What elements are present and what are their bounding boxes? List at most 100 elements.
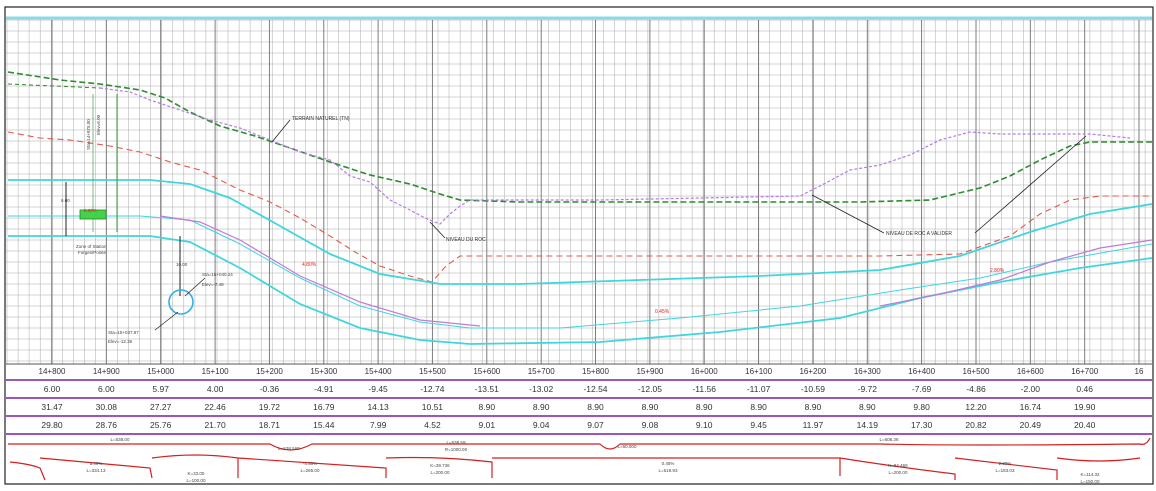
curve-bottom-label: K=114.32 <box>1080 472 1100 477</box>
band-value: -11.56 <box>692 384 716 394</box>
grade-label-3: 2.80% <box>990 268 1005 274</box>
curve-bottom-label: L=334.13 <box>87 468 106 473</box>
rock-old-line <box>7 131 1152 283</box>
band-value: -9.72 <box>858 384 878 394</box>
elev-vertical-label: Elev=6.00 <box>96 114 101 135</box>
elev-a-label: Elev=-7.48 <box>202 282 224 287</box>
green-box <box>79 209 107 220</box>
station-label: 16+100 <box>745 367 772 376</box>
band-value: 16.79 <box>313 402 335 412</box>
station-label: 15+800 <box>582 367 609 376</box>
band-value: 9.04 <box>533 420 550 430</box>
profile-purple-line <box>159 215 1153 327</box>
drawing-frame <box>4 6 1154 485</box>
curve-bottom-label: K=84.468 <box>888 463 908 468</box>
band-value: 8.90 <box>696 402 713 412</box>
dimension-left-label: 6.00 <box>61 198 70 203</box>
elev-b-label: Elev=-12.36 <box>108 339 133 344</box>
rock-validate-leader-1 <box>811 194 885 234</box>
band-value: -0.36 <box>260 384 280 394</box>
band-value: 17.30 <box>911 420 933 430</box>
curve-top-label: L=538.00 <box>111 437 130 442</box>
band-value: -7.69 <box>912 384 932 394</box>
curve-top-label: L=538.59 <box>447 440 466 445</box>
station-label: 15+600 <box>473 367 500 376</box>
curve-top-label: L=538.560 <box>278 446 300 451</box>
curve-bottom-label: L=150.00 <box>1081 479 1100 484</box>
band-value: 8.90 <box>533 402 550 412</box>
band-value: 9.45 <box>750 420 767 430</box>
band-value: 11.97 <box>803 420 824 430</box>
band-value: 15.44 <box>313 420 335 430</box>
curve-bottom-label: K=39.736 <box>430 463 450 468</box>
curve-bottom-label: 5.00% <box>90 461 103 466</box>
rock-label: NIVEAU DU ROC <box>446 237 486 243</box>
cut-fill-row: 6.00 6.00 5.97 4.00 -0.36 -4.91 -9.45 -12.74 -13… <box>44 384 1094 394</box>
band-value: -13.51 <box>475 384 499 394</box>
station-axis: 14+800 14+900 15+000 15+100 15+200 15+300 15+4… <box>39 367 1144 376</box>
band-value: 28.76 <box>96 420 118 430</box>
band-value: 0.46 <box>1076 384 1093 394</box>
station-label: 16+300 <box>854 367 881 376</box>
band-value: 27.27 <box>150 402 172 412</box>
band-value: 9.10 <box>696 420 713 430</box>
terrain-leader <box>271 119 291 143</box>
sta-vertical-label: Sta=14+875.00 <box>86 119 91 150</box>
horizontal-curve-line <box>8 437 1151 451</box>
band-value: 18.71 <box>259 420 281 430</box>
band-value: 4.00 <box>207 384 224 394</box>
terrain-label: TERRAIN NATUREL (TN) <box>292 116 350 122</box>
curve-top-label: L=608.36 <box>880 437 899 442</box>
marker-circle <box>168 289 194 315</box>
band-value: 8.90 <box>750 402 767 412</box>
station-label: 16+500 <box>963 367 990 376</box>
curve-top-label: L=60.000 <box>618 444 637 449</box>
band-value: 21.70 <box>204 420 226 430</box>
band-value: 8.90 <box>642 402 659 412</box>
road-line-middle <box>8 215 1153 329</box>
curve-bottom-label: K=33.00 <box>188 471 205 476</box>
callout-leader-b <box>154 311 179 331</box>
road-line-upper <box>8 179 1153 285</box>
band-value: 9.08 <box>642 420 659 430</box>
sta-b-label: Sta=15+037.87 <box>108 330 139 335</box>
band-value: 29.80 <box>41 420 63 430</box>
station-label: 16 <box>1135 367 1144 376</box>
band-value: 14.13 <box>367 402 389 412</box>
station-label: 15+900 <box>636 367 663 376</box>
station-label: 15+100 <box>202 367 229 376</box>
band-value: -9.45 <box>368 384 388 394</box>
band-value: 4.52 <box>424 420 441 430</box>
design-elevation-row: 31.47 30.08 27.27 22.46 19.72 16.79 14.13 10.51… <box>41 402 1095 412</box>
band-value: 8.90 <box>587 402 604 412</box>
band-value: 20.40 <box>1074 420 1096 430</box>
station-label: 15+500 <box>419 367 446 376</box>
band-value: -4.91 <box>314 384 334 394</box>
band-value: -2.00 <box>1021 384 1041 394</box>
rock-level-line <box>99 87 1131 225</box>
station-label: 15+400 <box>365 367 392 376</box>
grid <box>6 19 1152 365</box>
station-label: 16+600 <box>1017 367 1044 376</box>
curve-bottom-label: 0.45% <box>662 461 675 466</box>
band-value: -10.59 <box>801 384 825 394</box>
band-value: 10.51 <box>422 402 444 412</box>
curve-bottom-label: -4.55% <box>303 461 317 466</box>
band-value: 19.90 <box>1074 402 1096 412</box>
band-value: 22.46 <box>204 402 226 412</box>
curve-bottom-label: L=200.00 <box>431 470 450 475</box>
band-value: 14.19 <box>857 420 879 430</box>
station-label: 15+000 <box>147 367 174 376</box>
station-label: 15+200 <box>256 367 283 376</box>
band-value: 8.90 <box>859 402 876 412</box>
callout-leader-a <box>184 277 206 297</box>
sta-a-label: Sta=15+040.24 <box>202 272 233 277</box>
station-label: 16+400 <box>908 367 935 376</box>
band-value: 12.20 <box>965 402 987 412</box>
dimension-depth-label: 10.00 <box>176 262 188 267</box>
band-value: 16.74 <box>1020 402 1042 412</box>
band-value: 9.01 <box>479 420 496 430</box>
band-value: 5.97 <box>152 384 169 394</box>
band-value: 8.90 <box>479 402 496 412</box>
band-value: -4.86 <box>966 384 986 394</box>
